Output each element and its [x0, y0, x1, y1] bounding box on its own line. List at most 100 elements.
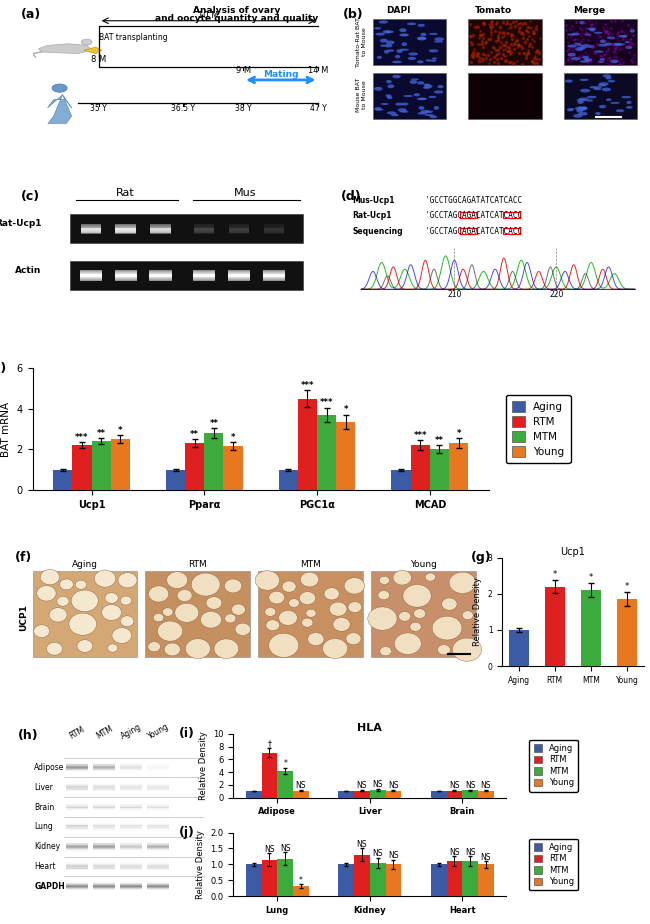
Bar	[447, 791, 462, 797]
Ellipse shape	[402, 43, 407, 46]
Ellipse shape	[421, 32, 426, 36]
Ellipse shape	[387, 49, 394, 52]
Ellipse shape	[429, 32, 438, 35]
Ellipse shape	[387, 84, 395, 88]
Ellipse shape	[431, 59, 436, 62]
Circle shape	[235, 623, 250, 636]
Bar	[246, 791, 261, 797]
Ellipse shape	[608, 80, 616, 82]
Bar	[293, 886, 309, 896]
Bar	[545, 587, 565, 666]
Ellipse shape	[421, 110, 430, 114]
Circle shape	[269, 591, 285, 604]
Bar	[53, 469, 72, 490]
Circle shape	[462, 611, 473, 620]
Ellipse shape	[408, 53, 418, 55]
Ellipse shape	[589, 45, 595, 48]
Ellipse shape	[593, 88, 602, 91]
Ellipse shape	[594, 31, 603, 34]
Circle shape	[265, 607, 276, 616]
Ellipse shape	[582, 55, 589, 59]
Ellipse shape	[610, 59, 618, 63]
Ellipse shape	[428, 96, 436, 98]
Ellipse shape	[567, 44, 577, 48]
Bar	[430, 449, 449, 490]
Circle shape	[101, 604, 122, 620]
Legend: Aging, RTM, MTM, Young: Aging, RTM, MTM, Young	[530, 838, 578, 891]
Ellipse shape	[580, 60, 590, 63]
Ellipse shape	[616, 109, 625, 112]
Bar	[581, 590, 601, 666]
Circle shape	[289, 599, 300, 607]
Bar	[261, 753, 278, 797]
Text: NS: NS	[449, 848, 460, 857]
Text: Merge: Merge	[573, 6, 605, 16]
Ellipse shape	[567, 108, 575, 110]
Text: MTM: MTM	[300, 560, 321, 569]
Ellipse shape	[380, 44, 385, 47]
Ellipse shape	[398, 108, 407, 112]
Bar	[146, 571, 250, 657]
Text: (f): (f)	[14, 552, 32, 565]
Text: ***: ***	[320, 398, 333, 407]
Circle shape	[398, 612, 411, 621]
Text: *: *	[118, 426, 123, 434]
Ellipse shape	[430, 116, 437, 118]
Text: ***: ***	[75, 432, 89, 442]
Ellipse shape	[577, 106, 588, 108]
Ellipse shape	[429, 49, 438, 53]
Text: Mus: Mus	[233, 188, 256, 198]
Text: Actin: Actin	[15, 266, 41, 275]
Ellipse shape	[426, 111, 433, 113]
Ellipse shape	[437, 85, 444, 89]
Ellipse shape	[599, 82, 608, 86]
Ellipse shape	[413, 93, 420, 96]
Ellipse shape	[577, 101, 584, 103]
Bar	[279, 469, 298, 490]
Circle shape	[94, 570, 116, 587]
Text: ***: ***	[301, 381, 314, 390]
Bar	[70, 213, 303, 243]
Circle shape	[344, 578, 365, 594]
Circle shape	[279, 611, 298, 626]
Y-axis label: Relative Density: Relative Density	[196, 830, 205, 899]
Text: Adipose: Adipose	[34, 763, 64, 772]
Bar	[618, 600, 637, 666]
Ellipse shape	[577, 44, 583, 46]
Text: Analysis of ovary: Analysis of ovary	[194, 6, 281, 15]
Text: 35 Y: 35 Y	[90, 104, 107, 113]
Circle shape	[224, 579, 242, 593]
Circle shape	[307, 633, 324, 646]
Bar	[293, 791, 309, 797]
Text: GAPDH: GAPDH	[34, 881, 65, 891]
Circle shape	[191, 573, 220, 596]
Ellipse shape	[418, 98, 427, 100]
Text: RTM: RTM	[68, 725, 86, 741]
Circle shape	[306, 609, 316, 617]
Bar	[564, 19, 637, 65]
Text: (h): (h)	[18, 729, 38, 742]
Text: (j): (j)	[179, 826, 195, 839]
Text: NS: NS	[357, 840, 367, 849]
Ellipse shape	[404, 95, 413, 97]
Circle shape	[57, 596, 69, 606]
Circle shape	[69, 614, 97, 635]
Bar	[462, 861, 478, 896]
Ellipse shape	[417, 112, 427, 115]
Circle shape	[177, 590, 192, 602]
Text: NS: NS	[372, 849, 383, 858]
Bar	[469, 19, 541, 65]
Circle shape	[164, 643, 181, 656]
Ellipse shape	[580, 89, 590, 92]
Text: NS: NS	[481, 782, 491, 790]
Circle shape	[282, 581, 296, 592]
Circle shape	[437, 645, 450, 655]
Ellipse shape	[578, 112, 588, 116]
Bar	[502, 228, 520, 235]
Bar	[354, 791, 370, 797]
Circle shape	[120, 596, 131, 605]
Text: Young: Young	[146, 722, 170, 741]
Text: Lung: Lung	[34, 822, 53, 832]
Bar	[259, 571, 363, 657]
Ellipse shape	[392, 61, 402, 63]
